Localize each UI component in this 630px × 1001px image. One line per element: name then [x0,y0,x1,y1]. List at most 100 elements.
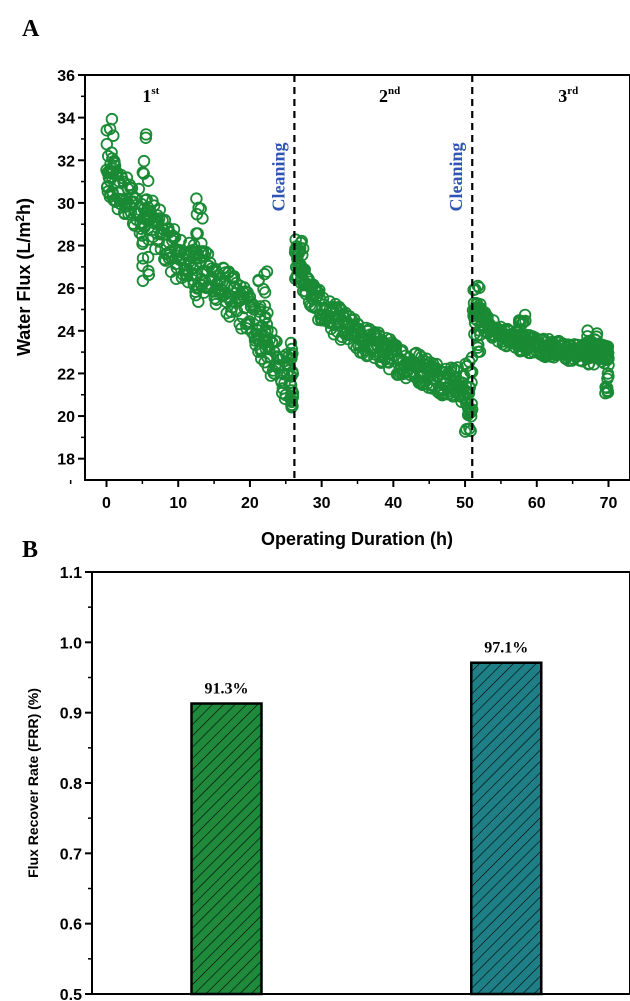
frr-y-tick-label: 0.5 [60,987,82,1001]
flux-point [139,211,152,225]
flux-point [141,250,155,264]
panel-b-letter: B [22,537,38,563]
cleaning-markers: Cleaning Cleaning [268,75,474,480]
flux-y-axis-title-end: h) [14,198,34,215]
y-tick-label: 26 [57,281,75,298]
flux-point [195,237,208,250]
x-tick-label: 50 [456,495,474,512]
flux-point [278,376,291,390]
flux-point [462,407,475,420]
flux-point [512,316,526,329]
flux-point [285,342,299,356]
x-tick-label: 70 [600,495,618,512]
x-tick-label: 20 [241,495,259,512]
flux-point [258,267,271,281]
frr-bar-hatch [191,703,262,994]
flux-point [258,286,272,299]
flux-point [285,399,299,413]
flux-point [102,171,116,184]
frr-y-tick-label: 0.7 [60,846,82,863]
y-tick-label: 32 [57,153,75,170]
flux-point [284,379,298,392]
flux-point [132,182,146,196]
flux-point [258,326,272,339]
flux-point [513,345,527,358]
cleaning-label: Cleaning [446,142,466,211]
frr-category-label: Cycle 2 / Cycle1 [174,999,280,1001]
frr-y-tick-label: 1.0 [60,635,82,652]
cycle-labels: 1st 2nd 3rd [142,85,578,106]
flux-point [519,314,532,328]
flux-point [252,274,265,288]
flux-point [284,336,298,350]
y-tick-label: 36 [57,68,75,85]
flux-point [105,185,119,199]
flux-point [103,122,117,136]
flux-point [137,202,151,216]
flux-point [259,310,272,324]
cycle-label: 2nd [379,85,400,106]
frr-chart-ticks: 0.5 0.6 0.7 0.8 0.9 1.0 1.1 [60,565,92,1001]
flux-point [196,245,210,258]
y-tick-label: 20 [57,409,75,426]
y-tick-label: 28 [57,239,75,256]
flux-point [136,259,149,273]
flux-point [260,318,274,331]
flux-point [101,185,115,198]
x-tick-label: 10 [169,495,187,512]
flux-scatter-points [100,112,615,438]
flux-y-axis-title: Water Flux (L/m2h) [13,198,34,356]
cycle-label: 3rd [558,85,578,106]
flux-point [126,189,139,202]
flux-point [474,328,487,342]
flux-point [139,128,153,141]
flux-point [513,323,527,337]
flux-point [247,303,261,316]
cycle-label-suffix: rd [567,85,578,97]
flux-point [138,219,151,232]
flux-point [582,357,596,370]
x-tick-label: 60 [528,495,546,512]
cycle-label-number: 3 [558,86,567,106]
flux-point [105,146,118,159]
x-tick-label: 40 [384,495,402,512]
flux-point [105,112,119,126]
flux-point [294,236,308,250]
flux-point [190,207,204,221]
flux-point [187,238,201,252]
cycle-label: 1st [142,85,159,106]
flux-point [190,251,203,264]
cycle-label-suffix: nd [388,85,400,97]
frr-bar-hatch [471,662,542,994]
flux-point [599,342,613,355]
flux-point [149,242,162,256]
flux-point [285,370,298,383]
flux-x-axis-title: Operating Duration (h) [261,529,453,549]
cycle-label-suffix: st [151,85,159,97]
flux-point [601,384,614,397]
flux-point [601,372,614,386]
frr-chart-frame [91,571,630,995]
flux-point [328,313,342,326]
flux-point [167,223,181,236]
flux-point [192,295,205,308]
y-tick-label: 24 [57,324,75,341]
y-tick-label: 22 [57,366,75,383]
y-tick-label: 30 [57,196,75,213]
flux-chart-frame [84,74,630,481]
y-tick-label: 34 [57,111,75,128]
flux-point [290,269,303,283]
flux-y-axis-title-sup: 2 [13,215,27,222]
flux-point [252,332,266,346]
flux-point [142,268,156,281]
frr-data-label: 97.1% [484,640,528,657]
flux-point [260,265,274,278]
flux-point [590,327,604,340]
cycle-label-number: 2 [379,86,388,106]
frr-y-tick-label: 0.9 [60,706,82,723]
frr-y-tick-label: 0.8 [60,776,82,793]
flux-point [582,341,596,354]
flux-point [463,422,476,435]
